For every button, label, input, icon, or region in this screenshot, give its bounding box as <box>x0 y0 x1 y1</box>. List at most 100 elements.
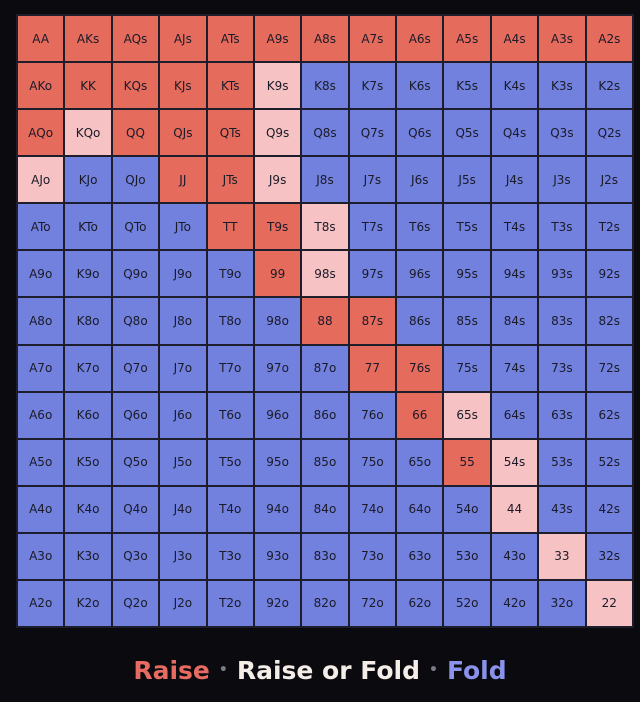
hand-cell: 65o <box>397 439 443 485</box>
legend-fold: Fold <box>446 655 507 685</box>
hand-cell: 83o <box>302 533 348 579</box>
hand-cell: 44 <box>491 486 538 532</box>
hand-cell: 97s <box>349 251 396 297</box>
hand-cell: T8o <box>207 298 253 344</box>
hand-cell: A8s <box>302 16 348 62</box>
hand-cell: T4s <box>491 204 538 250</box>
hand-cell: KQo <box>65 110 111 156</box>
hand-cell: 62s <box>586 392 632 438</box>
hand-cell: 32o <box>539 580 585 626</box>
hand-cell: 99 <box>254 251 301 297</box>
hand-cell: A7o <box>18 345 64 391</box>
hand-cell: 76o <box>349 392 396 438</box>
hand-cell: QTo <box>112 204 159 250</box>
hand-cell: QJs <box>160 110 206 156</box>
hand-cell: 55 <box>444 439 490 485</box>
hand-cell: KJo <box>65 157 111 203</box>
hand-cell: Q2s <box>586 110 632 156</box>
hand-cell: 86s <box>397 298 443 344</box>
hand-cell: 62o <box>397 580 443 626</box>
hand-cell: 66 <box>397 392 443 438</box>
hand-cell: J6o <box>160 392 206 438</box>
hand-cell: J9o <box>160 251 206 297</box>
hand-cell: 74s <box>491 345 538 391</box>
hand-cell: K8s <box>302 63 348 109</box>
hand-cell: ATs <box>207 16 253 62</box>
hand-cell: 52s <box>586 439 632 485</box>
hand-cell: K3o <box>65 533 111 579</box>
hand-cell: 84s <box>491 298 538 344</box>
hand-cell: T9o <box>207 251 253 297</box>
hand-cell: Q7s <box>349 110 396 156</box>
hand-cell: 94s <box>491 251 538 297</box>
hand-cell: Q3s <box>539 110 585 156</box>
hand-cell: 98s <box>302 251 348 297</box>
hand-cell: T7s <box>349 204 396 250</box>
hand-cell: T3o <box>207 533 253 579</box>
hand-cell: Q8s <box>302 110 348 156</box>
hand-cell: A6o <box>18 392 64 438</box>
hand-cell: K9o <box>65 251 111 297</box>
hand-cell: 88 <box>302 298 348 344</box>
hand-cell: T6o <box>207 392 253 438</box>
hand-cell: Q9o <box>112 251 159 297</box>
legend: Raise • Raise or Fold • Fold <box>0 650 640 690</box>
hand-cell: T4o <box>207 486 253 532</box>
hand-cell: 53s <box>539 439 585 485</box>
hand-cell: AJs <box>160 16 206 62</box>
hand-cell: A8o <box>18 298 64 344</box>
hand-cell: 22 <box>586 580 632 626</box>
hand-cell: Q7o <box>112 345 159 391</box>
hand-cell: J4s <box>491 157 538 203</box>
hand-cell: J3s <box>539 157 585 203</box>
hand-cell: 86o <box>302 392 348 438</box>
hand-cell: J8o <box>160 298 206 344</box>
hand-cell: 93s <box>539 251 585 297</box>
hand-cell: A9s <box>254 16 301 62</box>
hand-cell: 93o <box>254 533 301 579</box>
legend-separator: • <box>218 662 228 678</box>
hand-cell: TT <box>207 204 253 250</box>
hand-cell: Q5s <box>444 110 490 156</box>
hand-cell: 42s <box>586 486 632 532</box>
hand-cell: Q5o <box>112 439 159 485</box>
hand-cell: 85s <box>444 298 490 344</box>
hand-cell: K7s <box>349 63 396 109</box>
hand-cell: Q4o <box>112 486 159 532</box>
hand-cell: KK <box>65 63 111 109</box>
hand-cell: J2s <box>586 157 632 203</box>
hand-cell: JJ <box>160 157 206 203</box>
hand-cell: 72o <box>349 580 396 626</box>
hand-cell: AJo <box>18 157 64 203</box>
hand-cell: 77 <box>349 345 396 391</box>
hand-cell: T5o <box>207 439 253 485</box>
hand-cell: T7o <box>207 345 253 391</box>
hand-cell: A3s <box>539 16 585 62</box>
hand-cell: T2o <box>207 580 253 626</box>
hand-cell: T5s <box>444 204 490 250</box>
hand-cell: 87s <box>349 298 396 344</box>
hand-cell: 94o <box>254 486 301 532</box>
hand-cell: Q6o <box>112 392 159 438</box>
hand-cell: A7s <box>349 16 396 62</box>
hand-cell: KTo <box>65 204 111 250</box>
hand-cell: JTs <box>207 157 253 203</box>
hand-cell: A2o <box>18 580 64 626</box>
hand-cell: Q9s <box>254 110 301 156</box>
hand-cell: 64o <box>397 486 443 532</box>
hand-cell: K9s <box>254 63 301 109</box>
hand-cell: J9s <box>254 157 301 203</box>
hand-cell: K6o <box>65 392 111 438</box>
hand-cell: T8s <box>302 204 348 250</box>
hand-cell: KQs <box>112 63 159 109</box>
hand-cell: 75o <box>349 439 396 485</box>
hand-cell: 92s <box>586 251 632 297</box>
hand-cell: KJs <box>160 63 206 109</box>
hand-cell: A6s <box>397 16 443 62</box>
hand-cell: Q6s <box>397 110 443 156</box>
hand-cell: 33 <box>539 533 585 579</box>
hand-cell: 76s <box>397 345 443 391</box>
hand-cell: T9s <box>254 204 301 250</box>
hand-cell: 73s <box>539 345 585 391</box>
hand-cell: K5o <box>65 439 111 485</box>
